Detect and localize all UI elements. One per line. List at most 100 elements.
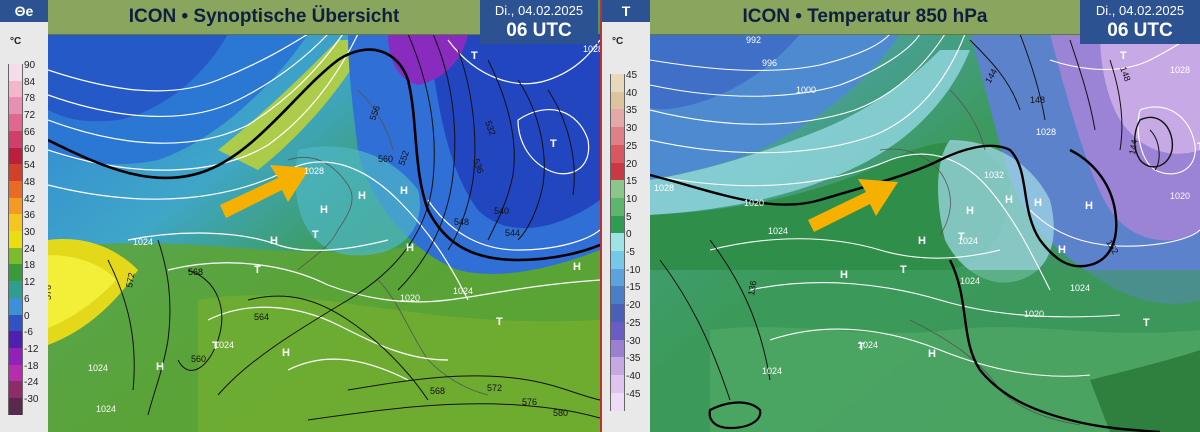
colorbar-segment xyxy=(8,197,23,215)
legend-title: T xyxy=(602,0,650,22)
theta-e-legend: Θe °C 90 84 78 72 66 60 54 48 42 36 30 24 18 12 6 0 -6 -1… xyxy=(0,0,49,432)
low-marker: T xyxy=(550,138,557,150)
colorbar-tick-label: 90 xyxy=(24,60,36,71)
colorbar-segment xyxy=(610,74,625,92)
geopotential-label: 556 xyxy=(367,104,382,122)
temperature-850-panel: T °C 45 40 35 30 25 20 15 10 5 0 -5 -10 -15 -20 -25 -30… xyxy=(602,0,1200,432)
low-marker: T xyxy=(900,264,907,276)
colorbar-segment xyxy=(8,381,23,399)
colorbar-tick-label: 20 xyxy=(626,158,638,170)
high-marker: H xyxy=(270,235,278,247)
map-title: ICON • Synoptische Übersicht xyxy=(48,0,480,35)
high-marker: H xyxy=(1005,194,1013,206)
colorbar-tick-label: 10 xyxy=(626,193,638,205)
colorbar-tick-label: 66 xyxy=(24,126,36,138)
trough-axis-line xyxy=(47,48,600,262)
zero-degree-line xyxy=(948,259,1161,432)
colorbar-segment xyxy=(8,114,23,132)
temperature-legend: T °C 45 40 35 30 25 20 15 10 5 0 -5 -10 -15 -20 -25 -30… xyxy=(602,0,651,432)
colorbar-tick-label: -35 xyxy=(626,353,641,365)
geopotential-label: 572 xyxy=(124,272,136,289)
isobar-label: 1024 xyxy=(453,286,473,296)
isobar-label: 1024 xyxy=(214,340,234,350)
geopotential-label: 560 xyxy=(191,354,206,364)
high-marker: H xyxy=(406,242,414,254)
synoptic-overview-panel: Θe °C 90 84 78 72 66 60 54 48 42 36 30 24 18 12 6 0 -6 -1… xyxy=(0,0,600,432)
geopotential-label: 568 xyxy=(430,386,445,396)
valid-time: 06 UTC xyxy=(1107,20,1173,41)
geopotential-label: 564 xyxy=(254,312,269,322)
temperature-map-svg: 992 996 1000 1028 1020 1024 1032 1028 10… xyxy=(649,0,1200,432)
isobar-label: 1024 xyxy=(762,366,782,376)
high-marker: H xyxy=(1034,197,1042,209)
isobar-label: 1024 xyxy=(858,340,878,350)
zero-degree-line xyxy=(649,144,1118,268)
isobar-label: 1028 xyxy=(1036,127,1056,137)
isobar-label: 1020 xyxy=(1024,309,1044,319)
colorbar-segment xyxy=(8,398,23,415)
geopotential-label: 540 xyxy=(494,206,509,216)
temperature-map: 992 996 1000 1028 1020 1024 1032 1028 10… xyxy=(649,0,1200,432)
colorbar-segment xyxy=(610,339,625,358)
colorbar-segment xyxy=(610,357,625,376)
high-marker: H xyxy=(966,205,974,217)
isobar-label: 1028 xyxy=(1170,65,1190,75)
colorbar-segment xyxy=(8,264,23,282)
geopotential-label: 544 xyxy=(505,228,520,238)
colorbar-tick-label: 18 xyxy=(24,260,36,272)
low-marker: T xyxy=(496,316,503,328)
isobar-label: 1024 xyxy=(88,363,108,373)
colorbar-tick-label: 5 xyxy=(626,211,632,223)
colorbar-segment xyxy=(8,364,23,382)
colorbar-segment xyxy=(8,247,23,265)
colorbar-tick-label: -6 xyxy=(24,327,33,339)
isobar-label: 1024 xyxy=(960,276,980,286)
isobar-label: 1024 xyxy=(96,404,116,414)
colorbar-tick-label: 25 xyxy=(626,140,638,152)
low-marker: T xyxy=(471,50,478,62)
colorbar-tick-label: -40 xyxy=(626,370,641,382)
colorbar-segment xyxy=(8,180,23,198)
colorbar-tick-label: 24 xyxy=(24,243,36,255)
colorbar-segment xyxy=(8,147,23,165)
isobar-label: 1024 xyxy=(133,237,153,247)
isobar-label: 1028 xyxy=(654,183,674,193)
geopotential-label: 576 xyxy=(522,397,537,407)
high-marker: H xyxy=(1085,200,1093,212)
colorbar-segment xyxy=(8,97,23,115)
colorbar-tick-label: 36 xyxy=(24,210,36,222)
colorbar-segment xyxy=(8,80,23,98)
colorbar-tick-label: 84 xyxy=(24,76,36,88)
colorbar-segment xyxy=(8,164,23,182)
colorbar-tick-label: -10 xyxy=(626,264,641,276)
synoptic-map-svg: H H H H H H H T T T T T T H 1028 1024 10… xyxy=(43,0,600,432)
geopotential-label: 560 xyxy=(378,154,393,164)
colorbar-segment xyxy=(610,197,625,216)
colorbar-segment xyxy=(610,233,625,252)
valid-time-box: Di., 04.02.2025 06 UTC xyxy=(1080,0,1200,44)
zero-degree-line xyxy=(708,401,762,430)
valid-date: Di., 04.02.2025 xyxy=(494,3,584,18)
isobar-label: 996 xyxy=(762,58,777,68)
colorbar-tick-label: 30 xyxy=(626,123,638,135)
geopotential-label: 148 xyxy=(1030,95,1045,105)
colorbar-tick-label: -5 xyxy=(626,247,635,258)
colorbar-segment xyxy=(8,214,23,232)
colorbar-tick-label: 0 xyxy=(626,229,632,241)
colorbar-tick-label: -30 xyxy=(24,394,39,405)
geopotential-label: 572 xyxy=(487,383,502,393)
colorbar-tick-label: 78 xyxy=(24,93,36,105)
colorbar-segment xyxy=(8,281,23,299)
colorbar-segment xyxy=(8,64,23,81)
colorbar-tick-label: -30 xyxy=(626,335,641,347)
colorbar-tick-label: 48 xyxy=(24,176,36,188)
colorbar-segment xyxy=(610,91,625,110)
colorbar-segment xyxy=(610,180,625,199)
synoptic-map: H H H H H H H T T T T T T H 1028 1024 10… xyxy=(43,0,600,432)
colorbar-tick-label: 60 xyxy=(24,143,36,155)
low-marker: T xyxy=(312,229,319,241)
isobar-label: 1020 xyxy=(744,198,764,208)
low-marker: T xyxy=(1120,50,1127,62)
colorbar-tick-label: 12 xyxy=(24,277,36,289)
high-marker: H xyxy=(918,235,926,247)
